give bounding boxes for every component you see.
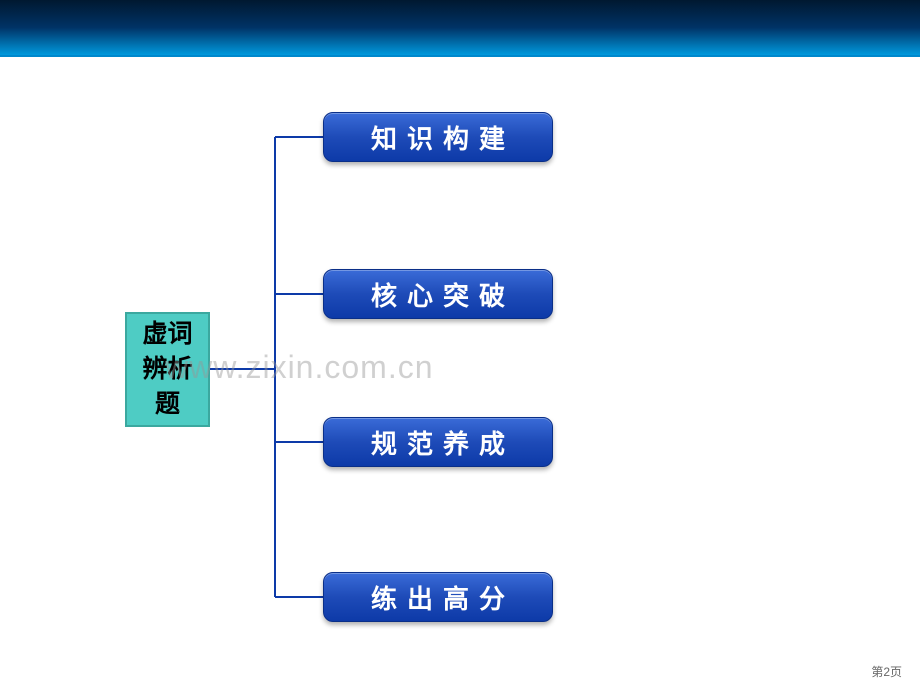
root-label-line2: 辨析	[142, 352, 192, 387]
branch-label: 核心突破	[371, 276, 515, 313]
header-gradient-band	[0, 0, 920, 55]
root-label-line1: 虚词	[142, 317, 192, 352]
content-area: 虚词 辨析 题 知识构建 核心突破 规范养成 练出高分 www.zixin.co…	[0, 57, 920, 690]
root-node: 虚词 辨析 题	[125, 312, 210, 427]
branch-label: 练出高分	[371, 579, 515, 616]
branch-label: 规范养成	[371, 424, 515, 461]
branch-knowledge-build[interactable]: 知识构建	[323, 112, 553, 162]
branch-label: 知识构建	[371, 119, 515, 156]
root-label-line3: 题	[155, 387, 180, 422]
branch-standard-cultivation[interactable]: 规范养成	[323, 417, 553, 467]
connector-lines	[210, 107, 330, 637]
branch-core-breakthrough[interactable]: 核心突破	[323, 269, 553, 319]
branch-practice-highscore[interactable]: 练出高分	[323, 572, 553, 622]
page-number: 第2页	[871, 663, 902, 680]
